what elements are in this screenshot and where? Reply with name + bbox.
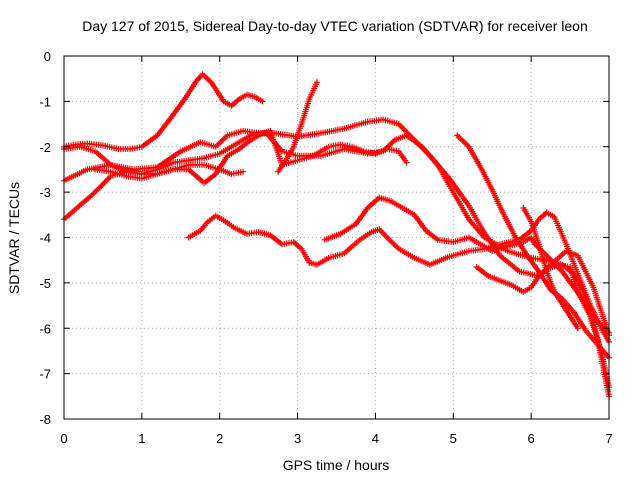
x-tick-label: 7 <box>605 431 612 446</box>
y-tick-label: 0 <box>44 49 51 64</box>
chart-title: Day 127 of 2015, Sidereal Day-to-day VTE… <box>82 18 588 34</box>
series-arc-i <box>454 132 612 361</box>
x-tick-label: 2 <box>216 431 223 446</box>
tick-layer <box>63 55 610 420</box>
series-markers <box>454 132 612 361</box>
series-arc-e <box>92 161 247 182</box>
x-axis-label: GPS time / hours <box>283 457 390 473</box>
x-tick-label: 6 <box>528 431 535 446</box>
y-tick-label: -5 <box>39 276 51 291</box>
y-tick-label: -6 <box>39 321 51 336</box>
x-tick-labels: 0 1 2 3 4 5 6 7 <box>60 431 612 446</box>
y-tick-label: -7 <box>39 367 51 382</box>
series-markers <box>520 205 581 332</box>
y-tick-label: -8 <box>39 412 51 427</box>
series-arc-j <box>473 261 612 391</box>
y-axis-label: SDTVAR / TECUs <box>6 182 22 294</box>
y-tick-labels: 0 -1 -2 -3 -4 -5 -6 -7 -8 <box>39 49 51 427</box>
y-tick-label: -2 <box>39 140 51 155</box>
y-tick-label: -3 <box>39 185 51 200</box>
x-tick-label: 5 <box>450 431 457 446</box>
series-markers <box>275 79 320 175</box>
series-markers <box>92 161 247 182</box>
x-tick-label: 3 <box>294 431 301 446</box>
series-arc-k <box>520 205 581 332</box>
x-tick-label: 0 <box>60 431 67 446</box>
y-tick-label: -1 <box>39 94 51 109</box>
series-markers <box>473 261 612 391</box>
series-layer <box>61 71 612 400</box>
x-tick-label: 1 <box>138 431 145 446</box>
y-tick-label: -4 <box>39 231 51 246</box>
series-arc-h <box>275 79 320 175</box>
x-tick-label: 4 <box>372 431 379 446</box>
